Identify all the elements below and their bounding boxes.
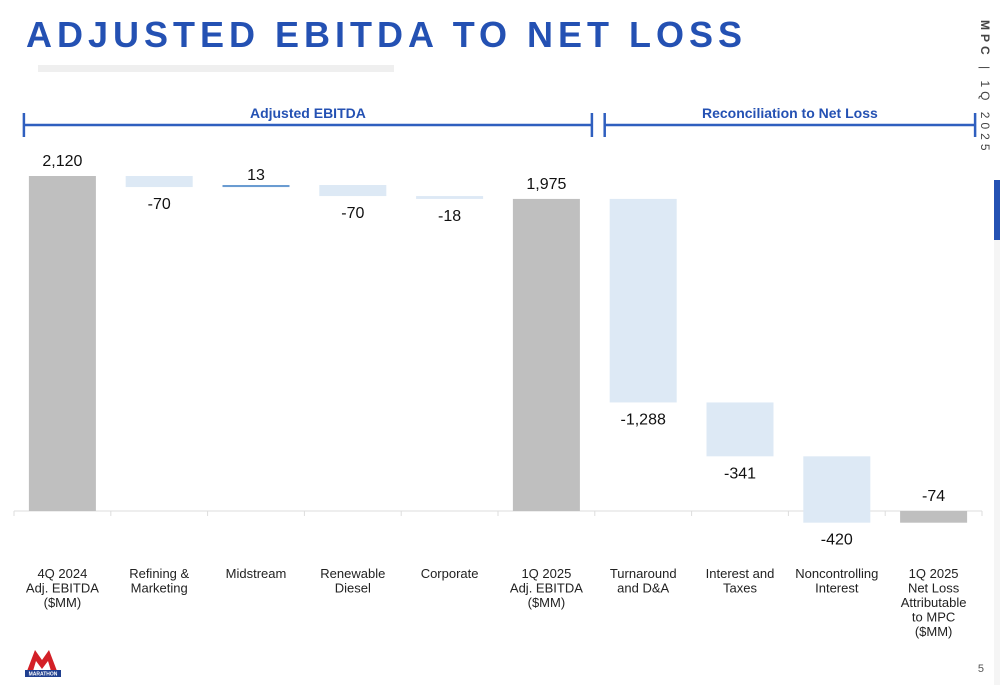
page-title: ADJUSTED EBITDA TO NET LOSS (26, 14, 748, 55)
bar-8 (706, 402, 774, 457)
category-label: Refining & (129, 566, 189, 581)
side-accent-bar (994, 180, 1000, 240)
bar-2 (125, 176, 193, 188)
logo-wordmark: MARATHON (29, 672, 58, 678)
category-label: Taxes (723, 581, 757, 596)
category-label: Interest and (706, 566, 775, 581)
category-label: Attributable (901, 595, 967, 610)
side-label-company: MPC (978, 20, 992, 59)
bar-10 (900, 511, 968, 523)
data-label: -70 (341, 205, 364, 222)
data-label: -1,288 (621, 411, 666, 428)
data-label: -70 (148, 196, 171, 213)
category-label: Renewable (320, 566, 385, 581)
category-label: to MPC (912, 610, 955, 625)
category-label: and D&A (617, 581, 669, 596)
marathon-logo: MARATHON (25, 650, 61, 678)
category-label: Adj. EBITDA (510, 581, 583, 596)
side-label: MPC | 1Q 2025 (978, 20, 992, 155)
title-underline (38, 65, 394, 72)
data-label: 2,120 (42, 153, 82, 170)
bar-3 (222, 185, 290, 188)
category-label: Diesel (335, 581, 371, 596)
category-label: Net Loss (908, 581, 960, 596)
bar-9 (803, 456, 871, 523)
bar-5 (416, 196, 484, 199)
page-number: 5 (977, 663, 984, 675)
category-label: Interest (815, 581, 859, 596)
section-label: Adjusted EBITDA (250, 105, 366, 121)
bar-1 (28, 176, 96, 511)
data-label: -18 (438, 208, 461, 225)
category-label: 1Q 2025 (909, 566, 959, 581)
category-label: Corporate (421, 566, 479, 581)
waterfall-chart: Adjusted EBITDA Reconciliation to Net Los… (13, 105, 983, 639)
bar-4 (319, 185, 387, 197)
section-label: Reconciliation to Net Loss (702, 105, 878, 121)
category-label: ($MM) (915, 624, 953, 639)
category-label: Noncontrolling (795, 566, 878, 581)
category-label: ($MM) (44, 595, 82, 610)
side-label-period: | 1Q 2025 (978, 58, 992, 155)
side-rail (994, 240, 1000, 685)
category-label: Marketing (131, 581, 188, 596)
category-label: 1Q 2025 (521, 566, 571, 581)
bar-7 (609, 198, 677, 403)
bar-6 (512, 198, 580, 512)
category-label: Turnaround (610, 566, 677, 581)
data-label: -341 (724, 465, 756, 482)
category-label: 4Q 2024 (37, 566, 87, 581)
data-label: 13 (247, 167, 265, 184)
data-label: 1,975 (526, 176, 566, 193)
category-label: Adj. EBITDA (26, 581, 99, 596)
data-label: -74 (922, 488, 945, 505)
data-label: -420 (821, 532, 853, 549)
category-label: ($MM) (528, 595, 566, 610)
category-label: Midstream (226, 566, 287, 581)
